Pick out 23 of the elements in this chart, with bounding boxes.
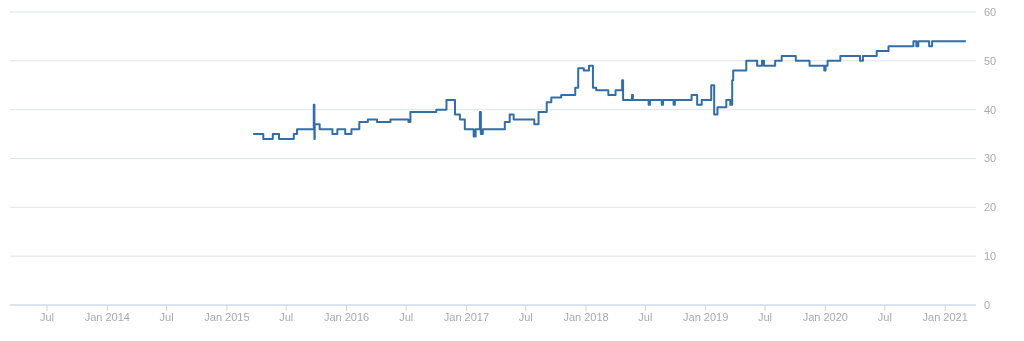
x-tick-label: Jul bbox=[638, 310, 653, 323]
y-tick-label: 30 bbox=[984, 152, 997, 165]
x-tick-label: Jan 2021 bbox=[922, 310, 968, 323]
y-tick-label: 0 bbox=[984, 298, 991, 311]
x-tick-label: Jul bbox=[279, 310, 294, 323]
x-tick-label: Jul bbox=[159, 310, 174, 323]
x-tick-label: Jan 2020 bbox=[802, 310, 848, 323]
x-tick-label: Jul bbox=[518, 310, 533, 323]
x-tick-label: Jul bbox=[877, 310, 892, 323]
y-tick-label: 50 bbox=[984, 54, 997, 67]
y-tick-label: 60 bbox=[984, 5, 997, 18]
x-tick-label: Jul bbox=[40, 310, 55, 323]
y-tick-label: 40 bbox=[984, 103, 997, 116]
x-tick-label: Jan 2017 bbox=[443, 310, 490, 323]
x-tick-label: Jan 2019 bbox=[683, 310, 729, 323]
y-tick-label: 10 bbox=[984, 250, 997, 263]
x-tick-label: Jan 2015 bbox=[204, 310, 250, 323]
y-tick-label: 20 bbox=[984, 201, 997, 214]
x-tick-label: Jan 2014 bbox=[84, 310, 130, 323]
x-tick-label: Jan 2018 bbox=[563, 310, 609, 323]
x-tick-label: Jul bbox=[757, 310, 773, 323]
x-tick-label: Jul bbox=[399, 310, 414, 323]
x-tick-label: Jan 2016 bbox=[323, 310, 370, 323]
